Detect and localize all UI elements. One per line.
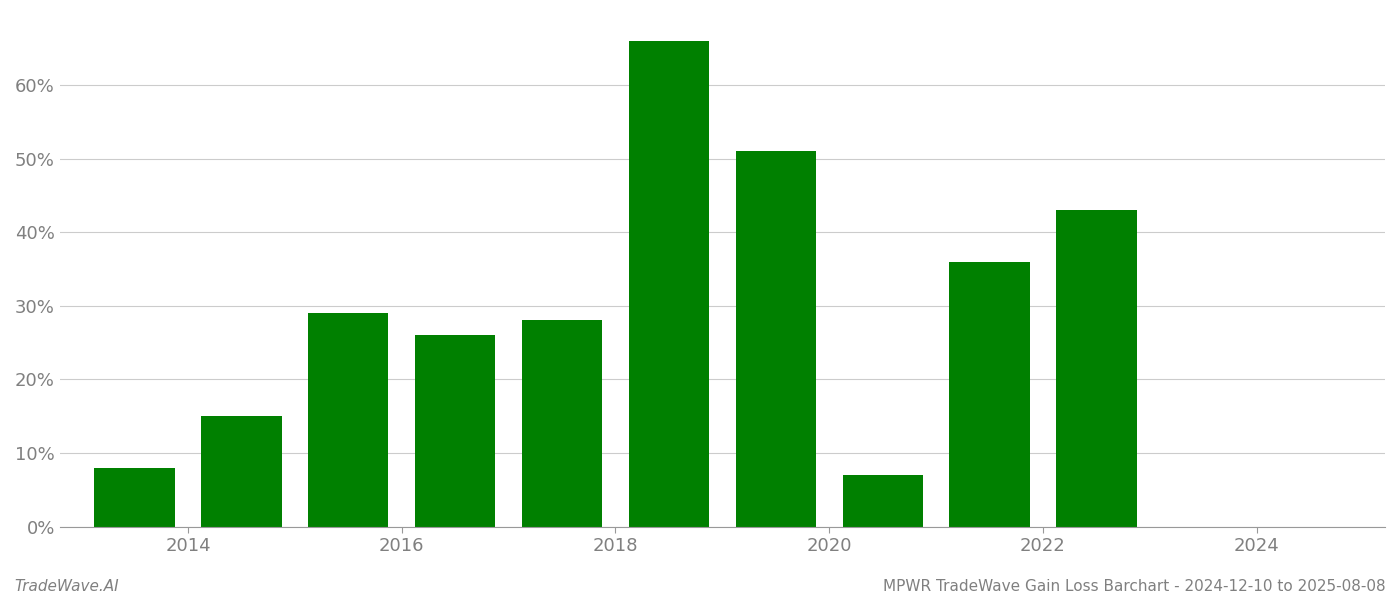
Bar xyxy=(949,262,1029,527)
Bar xyxy=(202,416,281,527)
Bar xyxy=(308,313,388,527)
Bar xyxy=(1057,210,1137,527)
Bar xyxy=(629,41,708,527)
Bar xyxy=(522,320,602,527)
Bar xyxy=(94,467,175,527)
Bar xyxy=(736,151,816,527)
Bar xyxy=(843,475,923,527)
Bar xyxy=(414,335,496,527)
Text: MPWR TradeWave Gain Loss Barchart - 2024-12-10 to 2025-08-08: MPWR TradeWave Gain Loss Barchart - 2024… xyxy=(883,579,1386,594)
Text: TradeWave.AI: TradeWave.AI xyxy=(14,579,119,594)
